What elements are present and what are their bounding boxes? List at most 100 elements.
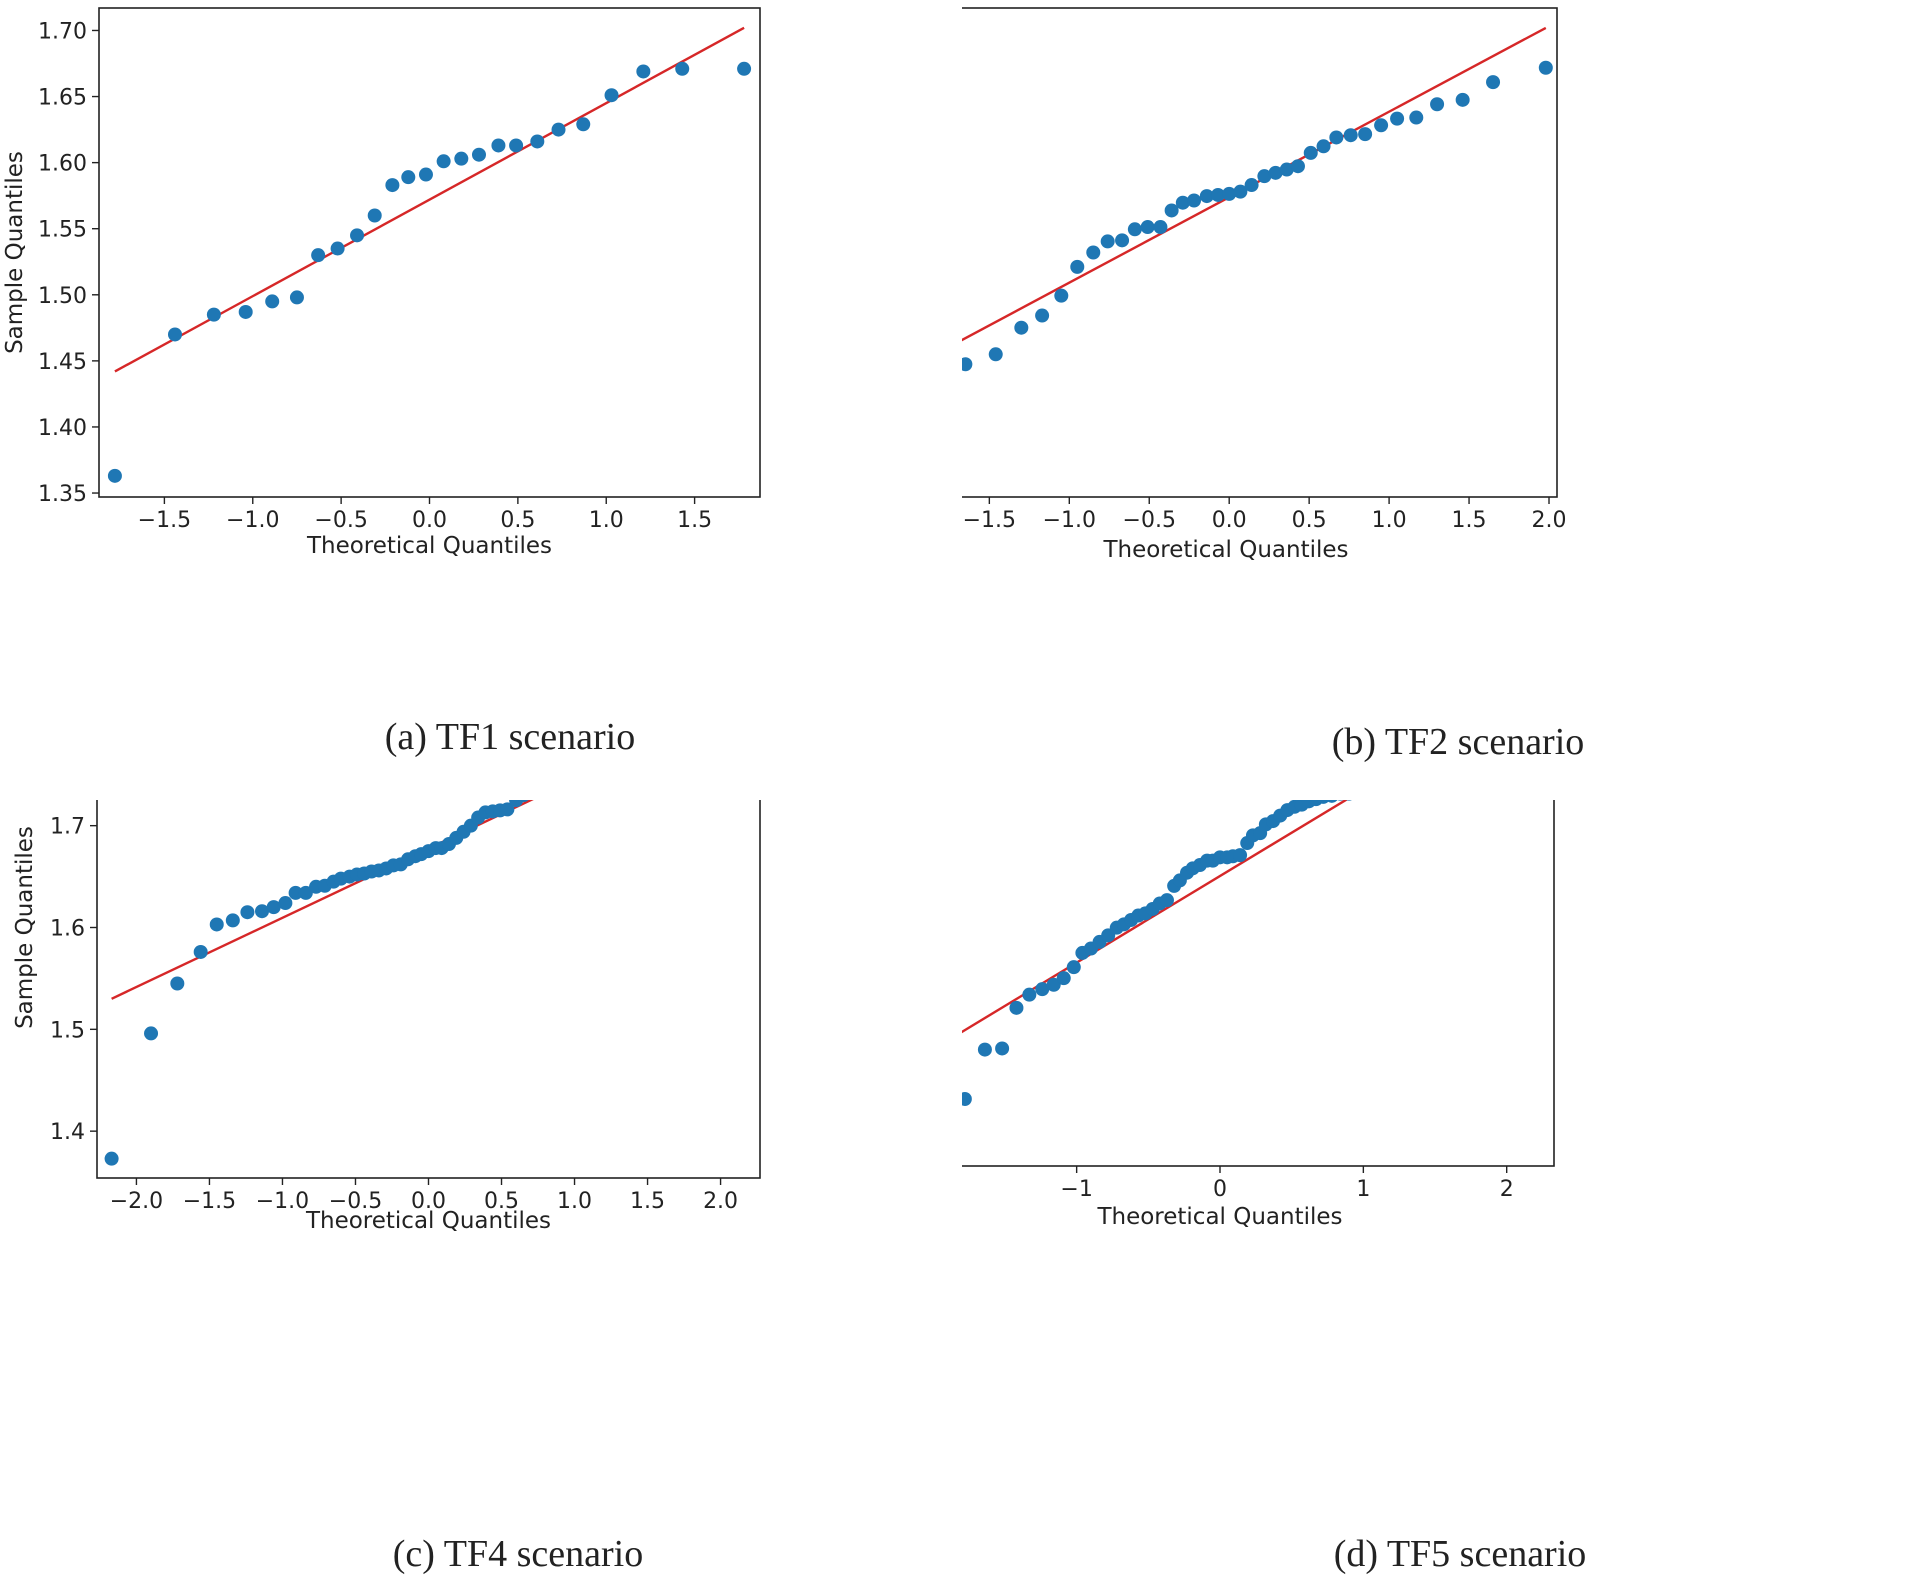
data-point: [238, 304, 253, 319]
plot-frame: [98, 7, 761, 498]
data-point: [491, 138, 506, 153]
data-point: [367, 208, 382, 223]
data-point: [1115, 233, 1130, 248]
x-tick-label: 0: [1213, 1177, 1227, 1202]
data-point: [209, 917, 224, 932]
data-point: [1486, 75, 1501, 90]
y-tick-label: 1.60: [38, 152, 87, 177]
data-point: [311, 248, 326, 263]
data-point: [988, 347, 1003, 362]
data-point: [1409, 110, 1424, 125]
y-tick-label: 1.6: [50, 917, 85, 942]
data-point: [255, 904, 270, 919]
y-axis-label: Sample Quantiles: [2, 151, 28, 354]
data-point: [193, 944, 208, 959]
x-tick-label: 2.0: [703, 1189, 738, 1214]
data-point: [1257, 169, 1272, 184]
x-tick-label: 2: [1500, 1177, 1514, 1202]
x-tick-label: 2.0: [1532, 508, 1567, 533]
data-point: [958, 357, 973, 372]
data-point: [1100, 234, 1115, 249]
x-tick-label: −0.5: [1123, 508, 1176, 533]
data-point: [1390, 111, 1405, 126]
data-point: [1343, 128, 1358, 143]
x-tick-label: −2.0: [110, 1189, 163, 1214]
x-tick-label: 0.0: [411, 1189, 446, 1214]
data-point: [1279, 162, 1294, 177]
data-point: [977, 1042, 992, 1057]
x-tick-label: 0.0: [412, 508, 447, 533]
data-point: [551, 122, 566, 137]
x-axis-label: Theoretical Quantiles: [1102, 537, 1348, 563]
data-point: [1455, 92, 1470, 107]
data-point: [1035, 308, 1050, 323]
x-tick-label: −1.0: [1043, 508, 1096, 533]
data-point: [1233, 848, 1248, 863]
data-point: [170, 976, 185, 991]
x-tick-label: 0.5: [1292, 508, 1327, 533]
data-point: [454, 151, 469, 166]
x-tick-label: 0.5: [484, 1189, 519, 1214]
x-tick-label: 1.5: [630, 1189, 665, 1214]
y-axis-label: Sample Quantiles: [12, 826, 38, 1029]
y-tick-label: 1.45: [38, 350, 87, 375]
data-point: [350, 228, 365, 243]
y-tick-label: 1.35: [38, 482, 87, 507]
x-axis-label: Theoretical Quantiles: [1096, 1204, 1342, 1230]
data-point: [1009, 1000, 1024, 1015]
x-tick-label: −1.5: [183, 1189, 236, 1214]
data-point: [1187, 193, 1202, 208]
data-point: [1014, 320, 1029, 335]
data-point: [104, 1151, 119, 1166]
data-point: [206, 307, 221, 322]
x-tick-label: 1: [1356, 1177, 1370, 1202]
data-point: [1329, 130, 1344, 145]
data-point: [1316, 139, 1331, 154]
data-point: [1244, 178, 1259, 193]
data-point: [330, 241, 345, 256]
data-point: [418, 167, 433, 182]
data-point: [1066, 960, 1081, 975]
qq-plot-tf1: −1.5 −1.0 −0.5 0.0 0.5 1.0 1.5 1.35 1.40 1.45 1.50…: [2, 7, 761, 559]
data-point: [1153, 220, 1168, 235]
data-point: [675, 61, 690, 76]
data-point: [957, 1091, 972, 1106]
data-point: [1268, 165, 1283, 180]
reference-line: [111, 697, 746, 1000]
chart-panel-tf1: −1.5 −1.0 −0.5 0.0 0.5 1.0 1.5 1.35 1.40 1.45 1.50…: [0, 0, 960, 790]
data-point: [1164, 203, 1179, 218]
y-tick-label: 1.4: [50, 1120, 85, 1145]
caption-tf2: (b) TF2 scenario: [1331, 721, 1585, 763]
reference-line: [114, 26, 745, 373]
data-point: [1070, 259, 1085, 274]
caption-tf1: (a) TF1 scenario: [384, 716, 636, 758]
data-point: [1054, 288, 1069, 303]
qq-plot-tf2: −2.0−1.5−1.0−0.50.00.51.01.52.01.401.451…: [804, 0, 1567, 563]
data-point: [289, 290, 304, 305]
data-point: [1233, 184, 1248, 199]
data-point: [240, 905, 255, 920]
data-point: [1430, 97, 1445, 112]
data-point: [471, 147, 486, 162]
data-point: [298, 885, 313, 900]
y-tick-label: 1.55: [38, 218, 87, 243]
data-point: [278, 896, 293, 911]
x-axis-label: Theoretical Quantiles: [305, 1208, 551, 1234]
data-point: [1159, 893, 1174, 908]
x-tick-label: 1.0: [1372, 508, 1407, 533]
reference-line: [912, 26, 1547, 368]
data-point: [1199, 189, 1214, 204]
data-point: [604, 88, 619, 103]
x-tick-label: 0.0: [1212, 508, 1247, 533]
data-point: [1222, 186, 1237, 201]
x-tick-label: −0.5: [329, 1189, 382, 1214]
data-point: [436, 154, 451, 169]
data-point: [1358, 127, 1373, 142]
data-point: [1538, 60, 1553, 75]
chart-panel-tf2: −2.0−1.5−1.0−0.50.00.51.01.52.01.401.451…: [804, 0, 1925, 790]
data-point: [1127, 222, 1142, 237]
data-point: [1290, 159, 1305, 174]
x-tick-label: −1.0: [226, 508, 279, 533]
data-point: [1035, 982, 1050, 997]
chart-panel-tf5: −2−10121.51.61.71.8Theoretical Quantiles…: [808, 674, 1925, 1587]
